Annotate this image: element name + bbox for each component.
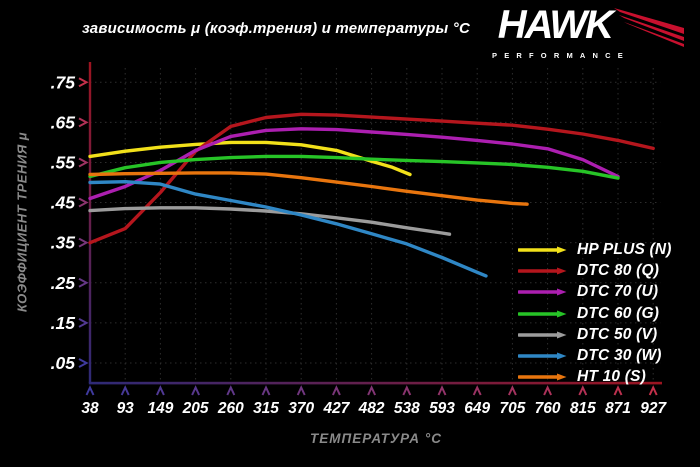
legend-swatch-dtc-60-g <box>518 310 567 318</box>
curve-dtc-60-g <box>88 154 620 180</box>
legend-swatch-dtc-50-v <box>518 331 567 339</box>
x-tick-arrow <box>578 385 588 396</box>
x-tick-arrow <box>191 385 201 396</box>
y-tick-arrow <box>78 277 89 288</box>
legend-item-dtc-70-u: DTC 70 (U) <box>518 282 672 303</box>
logo-row: HAWK <box>488 3 688 50</box>
legend-swatch-hp-plus-n <box>518 246 567 254</box>
legend-label-ht-10-s: HT 10 (S) <box>577 368 646 386</box>
x-tick-label: 427 <box>322 400 350 417</box>
x-tick-arrow <box>648 385 658 396</box>
curve-dtc-30-w <box>88 179 488 278</box>
x-tick-label: 705 <box>499 400 525 417</box>
y-tick-label: .55 <box>51 152 76 172</box>
hawk-logo: HAWK PERFORMANCE <box>488 3 688 60</box>
x-tick-arrow <box>85 385 95 396</box>
x-tick-arrow <box>261 385 271 396</box>
legend-item-ht-10-s: HT 10 (S) <box>518 367 672 388</box>
x-tick-label: 370 <box>288 400 314 417</box>
legend-item-dtc-50-v: DTC 50 (V) <box>518 324 672 345</box>
x-tick-label: 149 <box>147 400 173 417</box>
x-tick-label: 205 <box>182 400 209 417</box>
legend-swatch-dtc-30-w <box>518 352 567 360</box>
y-tick-arrow <box>78 197 89 208</box>
x-tick-label: 538 <box>394 400 420 417</box>
x-tick-label: 649 <box>464 400 490 417</box>
x-tick-arrow <box>120 385 130 396</box>
x-tick-label: 815 <box>570 400 596 417</box>
x-tick-label: 93 <box>117 400 135 417</box>
x-tick-label: 260 <box>217 400 244 417</box>
x-axis-title: ТЕМПЕРАТУРА °C <box>310 431 442 446</box>
logo-subtext: PERFORMANCE <box>492 51 630 60</box>
legend-swatch-ht-10-s <box>518 373 567 381</box>
x-tick-arrow <box>331 385 341 396</box>
x-axis-line <box>88 381 663 385</box>
curve-hp-plus-n <box>88 140 412 177</box>
x-tick-label: 760 <box>535 400 561 417</box>
logo-wing-icon <box>614 8 684 47</box>
y-tick-label: .45 <box>51 193 76 213</box>
x-tick-label: 871 <box>605 400 631 417</box>
x-tick-arrow <box>613 385 623 396</box>
y-tick-arrow <box>78 77 89 88</box>
y-tick-label: .35 <box>51 233 76 253</box>
legend: HP PLUS (N) DTC 80 (Q) DTC 70 (U) DTC 60 (G… <box>518 239 672 388</box>
legend-label-dtc-70-u: DTC 70 (U) <box>577 283 659 301</box>
x-tick-label: 38 <box>81 400 99 417</box>
x-tick-arrow <box>437 385 447 396</box>
y-tick-label: .75 <box>51 72 76 92</box>
x-tick-label: 315 <box>253 400 279 417</box>
legend-swatch-dtc-70-u <box>518 288 567 296</box>
x-tick-arrow <box>367 385 377 396</box>
legend-item-dtc-80-q: DTC 80 (Q) <box>518 260 672 281</box>
y-tick-label: .65 <box>51 112 76 132</box>
x-tick-arrow <box>543 385 553 396</box>
legend-label-dtc-30-w: DTC 30 (W) <box>577 347 662 365</box>
x-tick-label: 482 <box>358 400 385 417</box>
y-tick-label: .15 <box>51 313 76 333</box>
y-axis-line <box>88 62 92 383</box>
x-tick-label: 927 <box>640 400 667 417</box>
legend-label-dtc-80-q: DTC 80 (Q) <box>577 261 660 279</box>
x-tick-label: 593 <box>429 400 455 417</box>
x-tick-arrow <box>472 385 482 396</box>
x-tick-arrow <box>226 385 236 396</box>
curve-dtc-80-q <box>88 112 655 245</box>
y-tick-arrow <box>78 358 89 368</box>
y-tick-label: .05 <box>51 353 76 373</box>
legend-label-dtc-60-g: DTC 60 (G) <box>577 304 660 322</box>
legend-swatch-dtc-80-q <box>518 267 567 275</box>
legend-item-dtc-60-g: DTC 60 (G) <box>518 303 672 324</box>
legend-item-dtc-30-w: DTC 30 (W) <box>518 345 672 366</box>
legend-label-hp-plus-n: HP PLUS (N) <box>577 240 672 258</box>
x-tick-arrow <box>155 385 165 396</box>
y-axis-title: КОЭФФИЦИЕНТ ТРЕНИЯ μ <box>14 131 30 313</box>
x-tick-arrow <box>507 385 517 396</box>
y-tick-arrow <box>78 237 89 248</box>
logo-brand-text: HAWK <box>497 3 614 47</box>
curve-ht-10-s <box>88 171 529 206</box>
x-tick-arrow <box>402 385 412 396</box>
y-tick-label: .25 <box>51 273 76 293</box>
y-tick-arrow <box>78 317 89 328</box>
y-tick-arrow <box>78 157 89 168</box>
legend-item-hp-plus-n: HP PLUS (N) <box>518 239 672 260</box>
y-tick-arrow <box>78 117 89 128</box>
x-tick-arrow <box>296 385 306 396</box>
legend-label-dtc-50-v: DTC 50 (V) <box>577 325 658 343</box>
chart-title: зависимость μ (коэф.трения) и температур… <box>81 20 471 37</box>
